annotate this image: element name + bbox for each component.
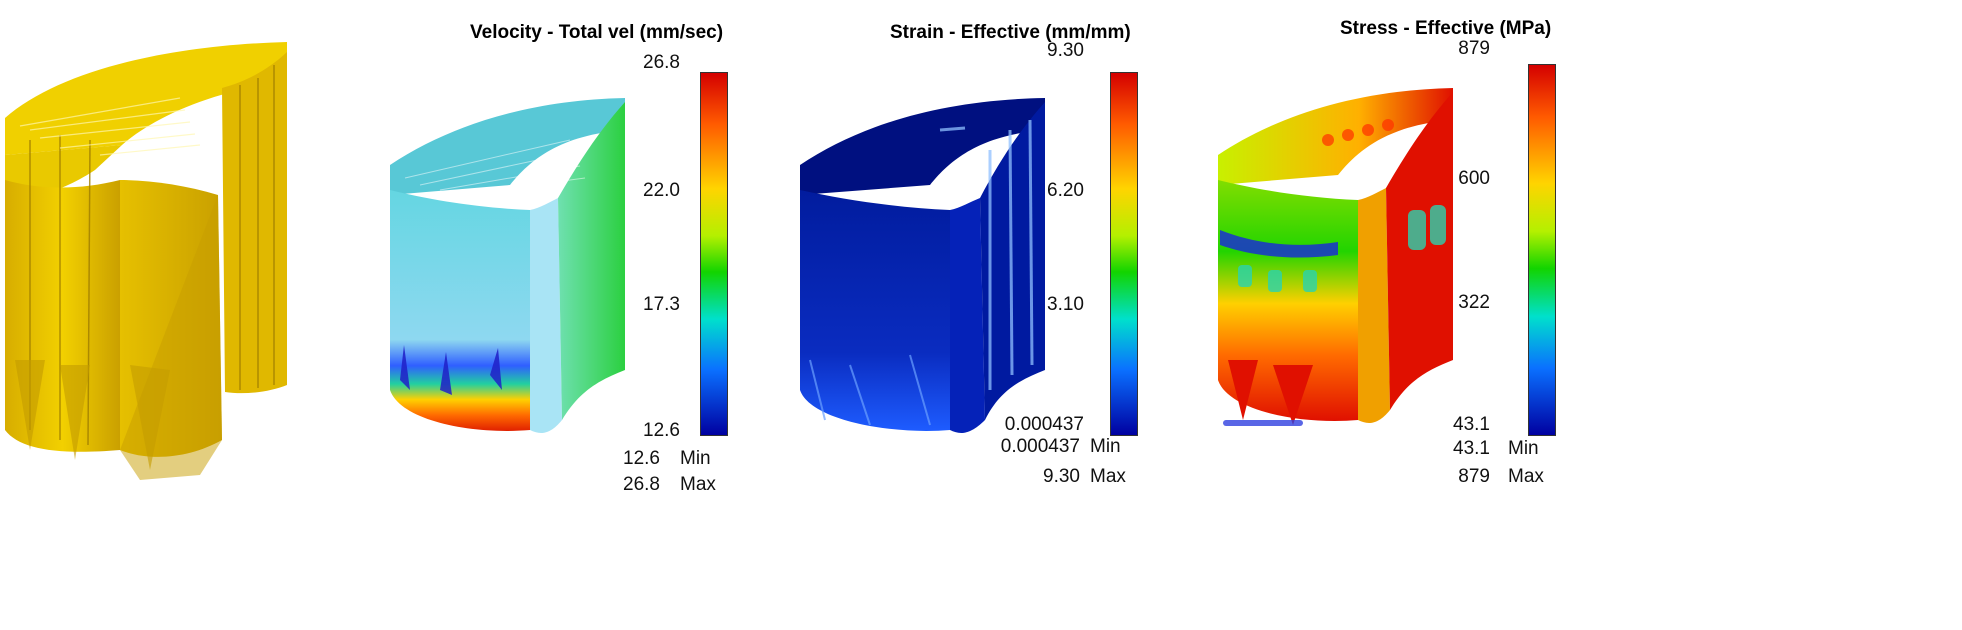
velocity-contour-part <box>390 98 625 433</box>
velocity-min-value: 12.6 <box>623 448 660 469</box>
stress-color-scale-bar <box>1528 64 1556 436</box>
strain-min-row: 0.000437 Min <box>780 436 1140 460</box>
velocity-max-value: 26.8 <box>623 474 660 495</box>
stress-contour-part <box>1218 88 1453 426</box>
strain-plot-title: Strain - Effective (mm/mm) <box>890 22 1131 43</box>
stress-scale-tick-min: 43.1 <box>1453 414 1490 435</box>
stress-min-label: Min <box>1508 438 1539 459</box>
velocity-min-row: 12.6 Min <box>380 448 740 472</box>
stress-plot-title: Stress - Effective (MPa) <box>1340 18 1552 39</box>
forged-part-geometry <box>5 42 287 480</box>
velocity-min-label: Min <box>680 448 711 469</box>
velocity-plot-title: Velocity - Total vel (mm/sec) <box>470 22 724 43</box>
strain-min-value: 0.000437 <box>1000 436 1080 457</box>
stress-min-row: 43.1 Min <box>1200 438 1580 462</box>
strain-scale-tick-max: 9.30 <box>1047 40 1084 61</box>
velocity-scale-tick-3: 17.3 <box>643 294 680 315</box>
velocity-max-label: Max <box>680 474 716 495</box>
stress-min-value: 43.1 <box>1453 438 1490 459</box>
stress-scale-tick-max: 879 <box>1458 38 1490 59</box>
velocity-color-scale-bar <box>700 72 728 436</box>
strain-scale-tick-3: 3.10 <box>1047 294 1084 315</box>
geometry-panel <box>0 0 330 630</box>
stress-panel: Stress - Effective (MPa) <box>1200 0 1580 630</box>
strain-max-label: Max <box>1090 466 1126 487</box>
strain-max-row: 9.30 Max <box>780 466 1140 490</box>
velocity-panel: Velocity - Total vel (mm/sec) <box>380 0 740 630</box>
strain-color-scale-bar <box>1110 72 1138 436</box>
stress-scale-tick-3: 322 <box>1458 292 1490 313</box>
stress-max-value: 879 <box>1458 466 1490 487</box>
strain-panel: Strain - Effective (mm/mm) 9.30 6.20 3.1… <box>780 0 1140 630</box>
velocity-scale-tick-2: 22.0 <box>643 180 680 201</box>
velocity-scale-tick-max: 26.8 <box>643 52 680 73</box>
stress-max-label: Max <box>1508 466 1544 487</box>
strain-contour-part <box>800 98 1045 433</box>
stress-max-row: 879 Max <box>1200 466 1580 490</box>
strain-max-value: 9.30 <box>1043 466 1080 487</box>
strain-scale-tick-2: 6.20 <box>1047 180 1084 201</box>
strain-min-label: Min <box>1090 436 1121 457</box>
velocity-max-row: 26.8 Max <box>380 474 740 498</box>
velocity-scale-tick-min: 12.6 <box>643 420 680 441</box>
stress-scale-tick-2: 600 <box>1458 168 1490 189</box>
strain-scale-tick-min: 0.000437 <box>1004 414 1084 435</box>
